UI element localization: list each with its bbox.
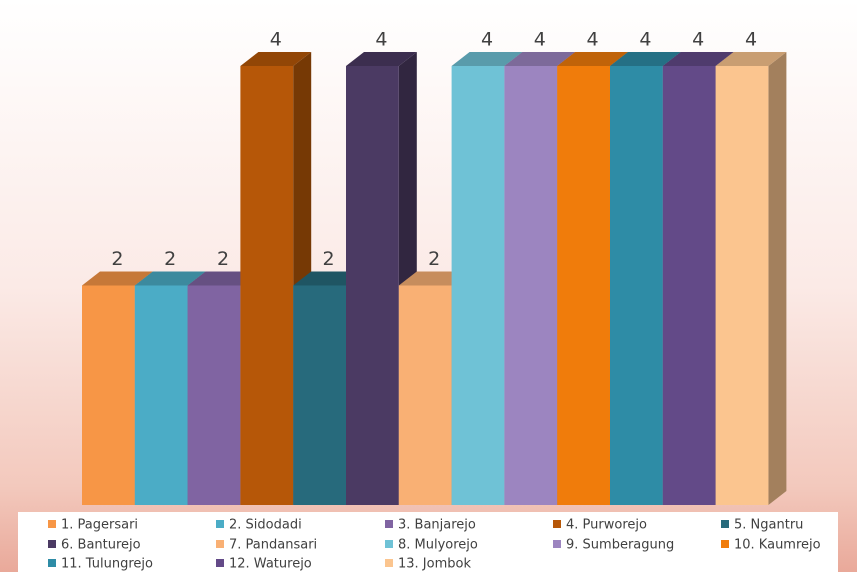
plot-area: 2 2 2 4 2 4 2 4 4 4 4 4 4 [82,29,787,505]
legend-swatch [721,520,729,528]
value-label: 4 [481,29,493,51]
bar-front [451,66,505,505]
legend-label: 12. Waturejo [229,557,312,572]
legend-swatch [216,520,224,528]
legend-swatch [216,559,224,567]
legend-swatch [553,540,561,548]
value-label: 4 [587,29,599,51]
legend-label: 6. Banturejo [61,538,141,553]
legend-label: 1. Pagersari [61,518,138,533]
value-label: 4 [534,29,546,51]
bar-front [504,66,558,505]
bar [715,52,787,505]
value-label: 2 [111,248,123,270]
bar-front [557,66,610,505]
legend-swatch [48,540,56,548]
bar-front [82,285,135,505]
bar-front [240,66,294,505]
value-label: 2 [164,248,176,270]
legend-swatch [216,540,224,548]
bar-front [293,285,346,505]
bar-top [451,52,523,66]
bar-front [398,285,452,505]
value-label: 4 [745,29,757,51]
legend-box [18,512,838,572]
value-label: 4 [639,29,651,51]
legend-swatch [385,520,393,528]
bar-top [715,52,787,66]
legend-swatch [553,520,561,528]
legend-label: 8. Mulyorejo [398,538,478,553]
bar-front [610,66,663,505]
legend: 1. Pagersari 2. Sidodadi 3. Banjarejo 4. Pu… [48,518,821,572]
legend-label: 9. Sumberagung [566,538,674,553]
value-label: 4 [692,29,704,51]
value-label: 4 [375,29,387,51]
value-label: 4 [270,29,282,51]
bar-top [240,52,312,66]
bar-top [82,271,153,286]
bar-top [557,52,628,66]
value-label: 2 [217,248,229,270]
legend-label: 11. Tulungrejo [61,557,153,572]
bar-front [715,66,769,505]
bar-top [346,52,417,66]
value-label: 2 [428,248,440,270]
bar-top [662,52,734,66]
value-label: 2 [323,248,335,270]
bar-front [662,66,716,505]
legend-label: 2. Sidodadi [229,518,302,533]
bar-top [610,52,681,66]
legend-swatch [48,520,56,528]
legend-swatch [385,559,393,567]
bar-front [134,285,188,505]
legend-label: 13. Jombok [398,557,471,572]
bar-top [504,52,576,66]
bar-side [768,52,787,505]
legend-swatch [385,540,393,548]
legend-label: 3. Banjarejo [398,518,476,533]
legend-swatch [48,559,56,567]
legend-label: 4. Purworejo [566,518,647,533]
bar-top [134,271,206,286]
legend-label: 5. Ngantru [734,518,803,533]
bar-front [346,66,399,505]
legend-swatch [721,540,729,548]
legend-label: 7. Pandansari [229,538,317,553]
bar-front [187,285,241,505]
legend-label: 10. Kaumrejo [734,538,821,553]
